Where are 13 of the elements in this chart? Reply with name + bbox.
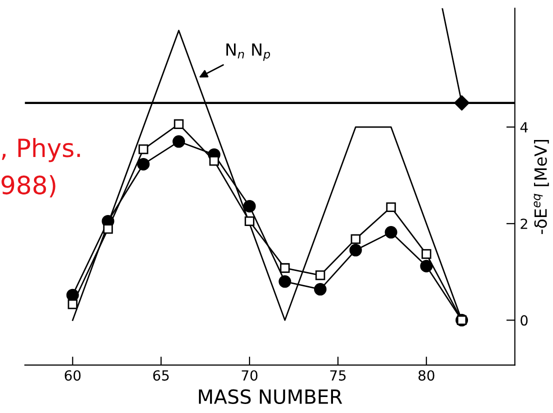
- annotation: 988): [2, 175, 56, 198]
- x-tick-label: 80: [418, 370, 434, 381]
- y-axis-title: -δE$^{eq}$ [MeV]: [534, 140, 549, 234]
- annotation: , Phys.: [2, 138, 80, 162]
- annotation: N$_{n}$ N$_{p}$: [226, 44, 270, 61]
- y-tick-label: 0: [520, 315, 528, 326]
- x-axis-title: MASS NUMBER: [198, 389, 342, 404]
- x-tick-label: 65: [153, 370, 169, 381]
- y-tick-label: 2: [520, 218, 528, 229]
- x-tick-label: 60: [64, 370, 81, 381]
- x-tick-label: 70: [242, 370, 258, 381]
- y-tick-label: 4: [520, 122, 528, 132]
- x-tick-label: 75: [330, 370, 346, 381]
